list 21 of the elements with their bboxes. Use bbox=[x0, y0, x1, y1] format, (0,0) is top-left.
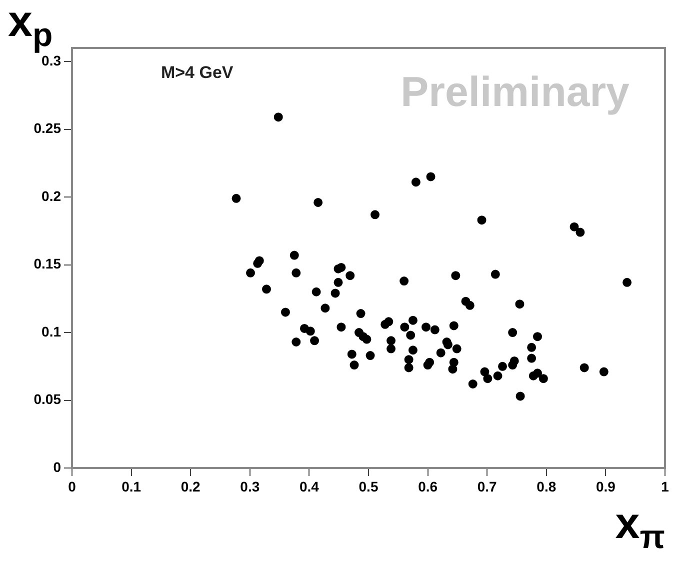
annotation: M>4 GeV bbox=[160, 62, 234, 82]
x-tick-label: 0 bbox=[68, 478, 76, 494]
y-tick-label: 0.25 bbox=[34, 120, 62, 136]
y-tick-label: 0.2 bbox=[42, 188, 62, 204]
x-tick-label: 1 bbox=[661, 478, 670, 494]
x-tick-label: 0.7 bbox=[477, 478, 498, 494]
y-tick-label: 0 bbox=[53, 458, 62, 475]
x-tick-label: 0.5 bbox=[358, 478, 378, 494]
x-tick-label: 0.8 bbox=[536, 478, 556, 494]
y-axis-title: x$_{p}$ bbox=[8, 0, 53, 53]
x-tick-label: 0.4 bbox=[299, 478, 320, 494]
y-tick-label: 0.3 bbox=[42, 52, 62, 68]
y-tick-label: 0.15 bbox=[34, 256, 62, 272]
x-tick-label: 0.3 bbox=[240, 478, 260, 494]
x-tick-label: 0.1 bbox=[122, 478, 142, 494]
x-tick-label: 0.9 bbox=[596, 478, 616, 494]
y-tick-label: 0.1 bbox=[42, 323, 62, 340]
y-tick-label: 0.05 bbox=[34, 391, 62, 408]
x-tick-label: 0.2 bbox=[180, 478, 201, 494]
x-tick-label: 0.6 bbox=[418, 478, 438, 494]
x-axis-title: x$_{π}$ bbox=[615, 499, 665, 557]
